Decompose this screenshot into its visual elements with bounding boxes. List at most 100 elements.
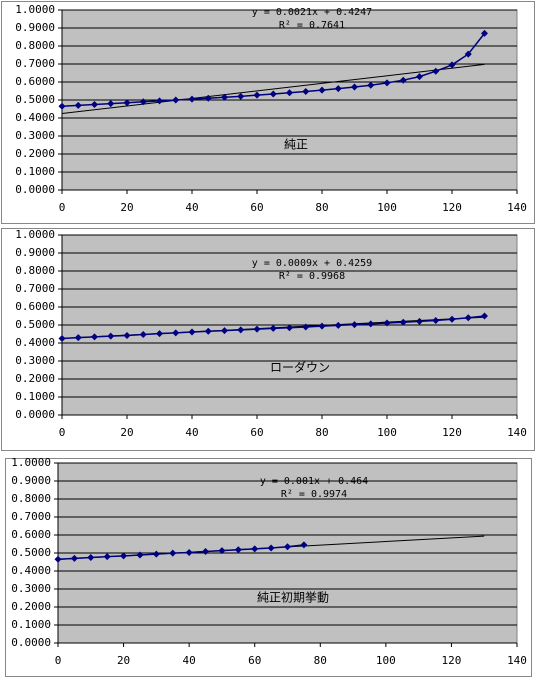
y-tick-label: 0.0000 — [15, 183, 55, 196]
x-tick-label: 0 — [59, 201, 66, 214]
y-tick-label: 0.0000 — [11, 636, 51, 649]
data-point — [204, 327, 212, 335]
x-tick-label: 80 — [315, 426, 328, 439]
data-point — [185, 548, 193, 556]
y-tick-label: 0.1000 — [11, 618, 51, 631]
data-point — [286, 324, 293, 332]
data-point — [70, 554, 78, 562]
y-tick-label: 0.4000 — [11, 564, 51, 577]
y-tick-label: 1.0000 — [15, 3, 55, 16]
data-point — [351, 321, 358, 329]
y-tick-label: 0.8000 — [15, 39, 55, 52]
y-tick-label: 1.0000 — [11, 456, 51, 469]
data-point — [152, 550, 160, 558]
x-tick-label: 60 — [248, 654, 261, 667]
data-point — [107, 100, 115, 108]
y-tick-label: 0.3000 — [15, 354, 55, 367]
data-point — [234, 546, 242, 554]
x-tick-label: 20 — [120, 201, 133, 214]
data-point — [269, 90, 277, 98]
data-point — [367, 81, 375, 89]
y-tick-label: 0.7000 — [15, 282, 55, 295]
data-point — [74, 101, 82, 109]
data-point — [204, 94, 212, 102]
trendline-equation: y = 0.0009x + 0.4259 — [252, 258, 372, 269]
data-point — [221, 93, 228, 101]
x-tick-label: 40 — [183, 654, 196, 667]
data-point — [367, 320, 375, 328]
y-tick-label: 0.0000 — [15, 408, 55, 421]
y-tick-label: 0.3000 — [11, 582, 51, 595]
data-point — [481, 29, 488, 37]
data-point — [58, 335, 66, 342]
data-point — [464, 314, 472, 322]
data-point — [172, 329, 180, 337]
data-point — [448, 61, 456, 69]
data-point — [123, 99, 131, 107]
data-point — [172, 96, 180, 104]
data-point — [156, 330, 163, 338]
y-tick-label: 0.9000 — [15, 246, 55, 259]
data-point — [139, 98, 147, 106]
data-point — [432, 317, 440, 324]
data-point — [87, 554, 95, 561]
x-tick-label: 20 — [120, 426, 133, 439]
data-point — [136, 551, 144, 559]
data-point — [432, 67, 440, 75]
x-tick-label: 140 — [507, 654, 527, 667]
x-tick-label: 60 — [250, 201, 263, 214]
data-point — [334, 321, 342, 329]
data-point — [286, 89, 293, 97]
data-point — [300, 541, 308, 549]
data-point — [284, 543, 291, 551]
trendline — [61, 63, 485, 115]
x-tick-label: 140 — [507, 426, 527, 439]
x-tick-label: 100 — [376, 654, 396, 667]
annotation: 純正初期挙動 — [257, 591, 329, 605]
x-tick-label: 60 — [250, 426, 263, 439]
y-tick-label: 0.1000 — [15, 165, 55, 178]
data-point — [399, 318, 407, 326]
data-point — [74, 334, 82, 342]
data-point — [188, 328, 196, 336]
x-tick-label: 20 — [117, 654, 130, 667]
data-point — [237, 326, 245, 334]
x-tick-label: 80 — [314, 654, 327, 667]
data-point — [237, 92, 245, 100]
y-tick-label: 0.3000 — [15, 129, 55, 142]
x-tick-label: 140 — [507, 201, 527, 214]
annotation: ローダウン — [270, 360, 330, 375]
annotation: 純正 — [284, 138, 308, 152]
data-point — [318, 86, 326, 94]
y-tick-label: 0.6000 — [15, 75, 55, 88]
x-tick-label: 0 — [59, 426, 66, 439]
data-point — [448, 315, 456, 323]
y-tick-label: 0.2000 — [15, 372, 55, 385]
x-tick-label: 100 — [377, 201, 397, 214]
data-point — [383, 79, 391, 87]
trendline-r2: R² = 0.9974 — [281, 489, 347, 500]
y-tick-label: 0.6000 — [11, 528, 51, 541]
y-tick-label: 0.1000 — [15, 390, 55, 403]
data-point — [267, 544, 275, 552]
data-point — [58, 102, 66, 110]
y-tick-label: 0.8000 — [15, 264, 55, 277]
data-point — [221, 327, 228, 335]
data-point — [169, 549, 177, 557]
data-point — [383, 319, 391, 327]
y-tick-label: 0.2000 — [15, 147, 55, 160]
data-point — [123, 331, 131, 339]
y-tick-label: 0.9000 — [11, 474, 51, 487]
y-tick-label: 0.2000 — [11, 600, 51, 613]
data-point — [318, 322, 326, 330]
data-point — [399, 76, 407, 84]
y-tick-label: 0.8000 — [11, 492, 51, 505]
data-point — [251, 545, 259, 553]
y-tick-label: 0.4000 — [15, 111, 55, 124]
y-tick-label: 0.5000 — [11, 546, 51, 559]
data-point — [253, 325, 261, 333]
y-tick-label: 0.9000 — [15, 21, 55, 34]
data-point — [202, 548, 210, 556]
data-point — [416, 73, 423, 81]
